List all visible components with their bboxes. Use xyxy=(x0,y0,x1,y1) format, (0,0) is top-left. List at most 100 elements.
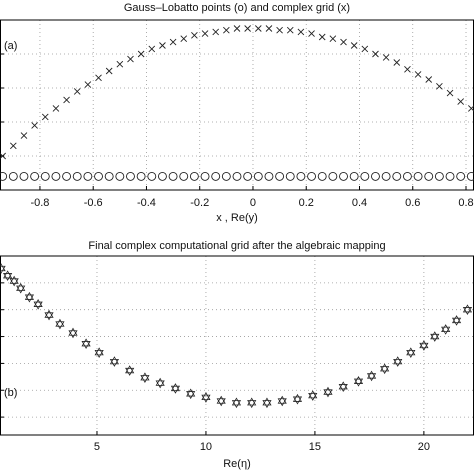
point xyxy=(393,356,403,367)
point xyxy=(9,142,17,150)
point xyxy=(201,392,211,403)
x-tick-label: 0.4 xyxy=(352,197,367,209)
point xyxy=(462,304,473,315)
point xyxy=(243,171,253,181)
point xyxy=(157,171,167,181)
point xyxy=(308,390,318,401)
point xyxy=(16,282,26,294)
point xyxy=(244,25,251,32)
point xyxy=(41,113,49,121)
point xyxy=(328,171,338,181)
x-tick-label: -0.4 xyxy=(137,197,156,209)
point xyxy=(425,76,433,83)
point xyxy=(247,397,257,409)
point xyxy=(456,171,466,181)
plot-frame xyxy=(0,255,474,436)
point xyxy=(40,171,50,181)
point xyxy=(233,25,241,32)
x-tick-label: -0.8 xyxy=(30,197,49,209)
point xyxy=(404,65,411,73)
point xyxy=(83,171,93,181)
point xyxy=(211,171,221,181)
x-tick-label: 0.6 xyxy=(405,197,420,209)
point xyxy=(381,171,391,181)
point xyxy=(414,71,422,78)
chart-title: Final complex computational grid after t… xyxy=(88,240,385,252)
point xyxy=(262,397,272,409)
point xyxy=(382,54,390,61)
point xyxy=(168,171,178,181)
x-tick-label: 0 xyxy=(250,197,256,209)
x-tick-label: 0.8 xyxy=(458,197,473,209)
x-tick-label: -0.2 xyxy=(190,197,209,209)
point xyxy=(296,171,306,181)
point xyxy=(155,377,165,389)
point xyxy=(446,89,454,97)
point xyxy=(95,74,102,82)
point xyxy=(201,30,209,37)
x-tick-label: 15 xyxy=(309,441,321,453)
point xyxy=(468,105,474,112)
point xyxy=(24,291,35,303)
point xyxy=(73,88,81,95)
point xyxy=(264,171,274,181)
point xyxy=(55,318,65,330)
point xyxy=(148,45,156,53)
point xyxy=(434,171,444,181)
point xyxy=(179,171,189,181)
panel-label: (a) xyxy=(4,40,17,52)
point xyxy=(0,171,8,181)
point xyxy=(445,171,455,181)
panel-label: (b) xyxy=(4,387,17,399)
point xyxy=(94,347,104,358)
x-tick-label: 5 xyxy=(94,441,100,453)
point xyxy=(393,59,401,66)
point xyxy=(170,383,181,394)
point xyxy=(221,171,231,181)
point xyxy=(292,393,303,405)
point xyxy=(329,35,337,43)
point xyxy=(127,55,134,63)
point xyxy=(232,171,242,181)
point xyxy=(0,263,6,274)
point xyxy=(125,365,135,376)
point xyxy=(466,171,474,181)
point xyxy=(116,60,124,68)
point xyxy=(19,171,29,181)
x-tick-label: 20 xyxy=(418,441,430,453)
point xyxy=(275,171,285,181)
point xyxy=(126,171,135,181)
point xyxy=(406,347,416,358)
point xyxy=(436,82,443,90)
point xyxy=(308,30,315,37)
point xyxy=(9,275,19,287)
point xyxy=(0,152,6,160)
x-axis-label: x , Re(y) xyxy=(216,212,258,224)
point xyxy=(216,395,226,407)
chart-title: Gauss–Lobatto points (o) and complex gri… xyxy=(124,2,350,14)
point xyxy=(297,28,305,36)
point xyxy=(44,309,54,321)
point xyxy=(62,171,72,181)
x-tick-label: 10 xyxy=(200,441,212,453)
x-axis-label: Re(η) xyxy=(223,458,251,470)
point xyxy=(212,28,220,36)
point xyxy=(109,356,120,367)
point xyxy=(33,299,43,310)
point xyxy=(276,26,283,34)
point xyxy=(68,327,78,339)
point xyxy=(52,105,60,112)
point xyxy=(231,397,242,409)
point xyxy=(340,38,347,46)
point xyxy=(140,372,150,384)
point xyxy=(104,171,114,181)
point xyxy=(285,171,295,181)
point xyxy=(366,370,377,382)
point xyxy=(105,67,113,75)
point xyxy=(180,35,188,43)
point xyxy=(159,42,166,49)
point xyxy=(51,171,61,181)
point xyxy=(81,338,91,350)
point xyxy=(451,315,462,326)
